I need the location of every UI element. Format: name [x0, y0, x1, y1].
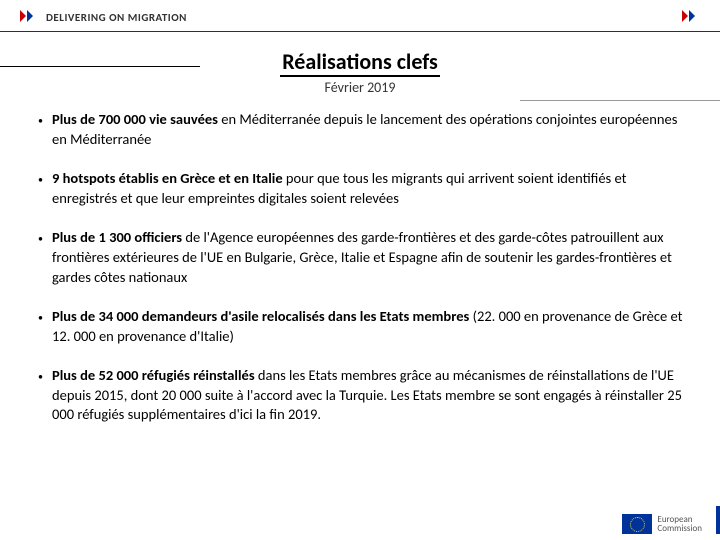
title-right-rule: [520, 100, 720, 101]
bullet-icon: •: [38, 307, 52, 346]
bullet-icon: •: [38, 169, 52, 208]
eu-flag-icon: [622, 514, 652, 534]
bullet-text: Plus de 700 000 vie sauvées en Méditerra…: [52, 110, 686, 149]
bullet-list: • Plus de 700 000 vie sauvées en Méditer…: [0, 110, 720, 425]
header-bar: DELIVERING ON MIGRATION: [0, 0, 720, 32]
page-title: Réalisations clefs: [280, 50, 440, 77]
bullet-text: Plus de 1 300 officiers de l'Agence euro…: [52, 228, 686, 287]
bullet-icon: •: [38, 228, 52, 287]
right-accent-bar: [716, 506, 720, 534]
bullet-text: 9 hotspots établis en Grèce et en Italie…: [52, 169, 686, 208]
list-item: • Plus de 700 000 vie sauvées en Méditer…: [38, 110, 686, 149]
page-subtitle: Février 2019: [0, 79, 720, 96]
list-item: • Plus de 34 000 demandeurs d'asile relo…: [38, 307, 686, 346]
bullet-text: Plus de 34 000 demandeurs d'asile reloca…: [52, 307, 686, 346]
arrow-right-icon: [682, 8, 700, 27]
header-title: DELIVERING ON MIGRATION: [46, 11, 187, 24]
bullet-text: Plus de 52 000 réfugiés réinstallés dans…: [52, 366, 686, 425]
title-left-rule: [0, 66, 200, 67]
list-item: • Plus de 1 300 officiers de l'Agence eu…: [38, 228, 686, 287]
list-item: • Plus de 52 000 réfugiés réinstallés da…: [38, 366, 686, 425]
footer-logo: European Commission: [622, 514, 702, 534]
arrow-left-icon: [20, 8, 38, 27]
bullet-icon: •: [38, 110, 52, 149]
bullet-icon: •: [38, 366, 52, 425]
commission-label: European Commission: [657, 515, 702, 533]
title-block: Réalisations clefs Février 2019: [0, 50, 720, 96]
list-item: • 9 hotspots établis en Grèce et en Ital…: [38, 169, 686, 208]
